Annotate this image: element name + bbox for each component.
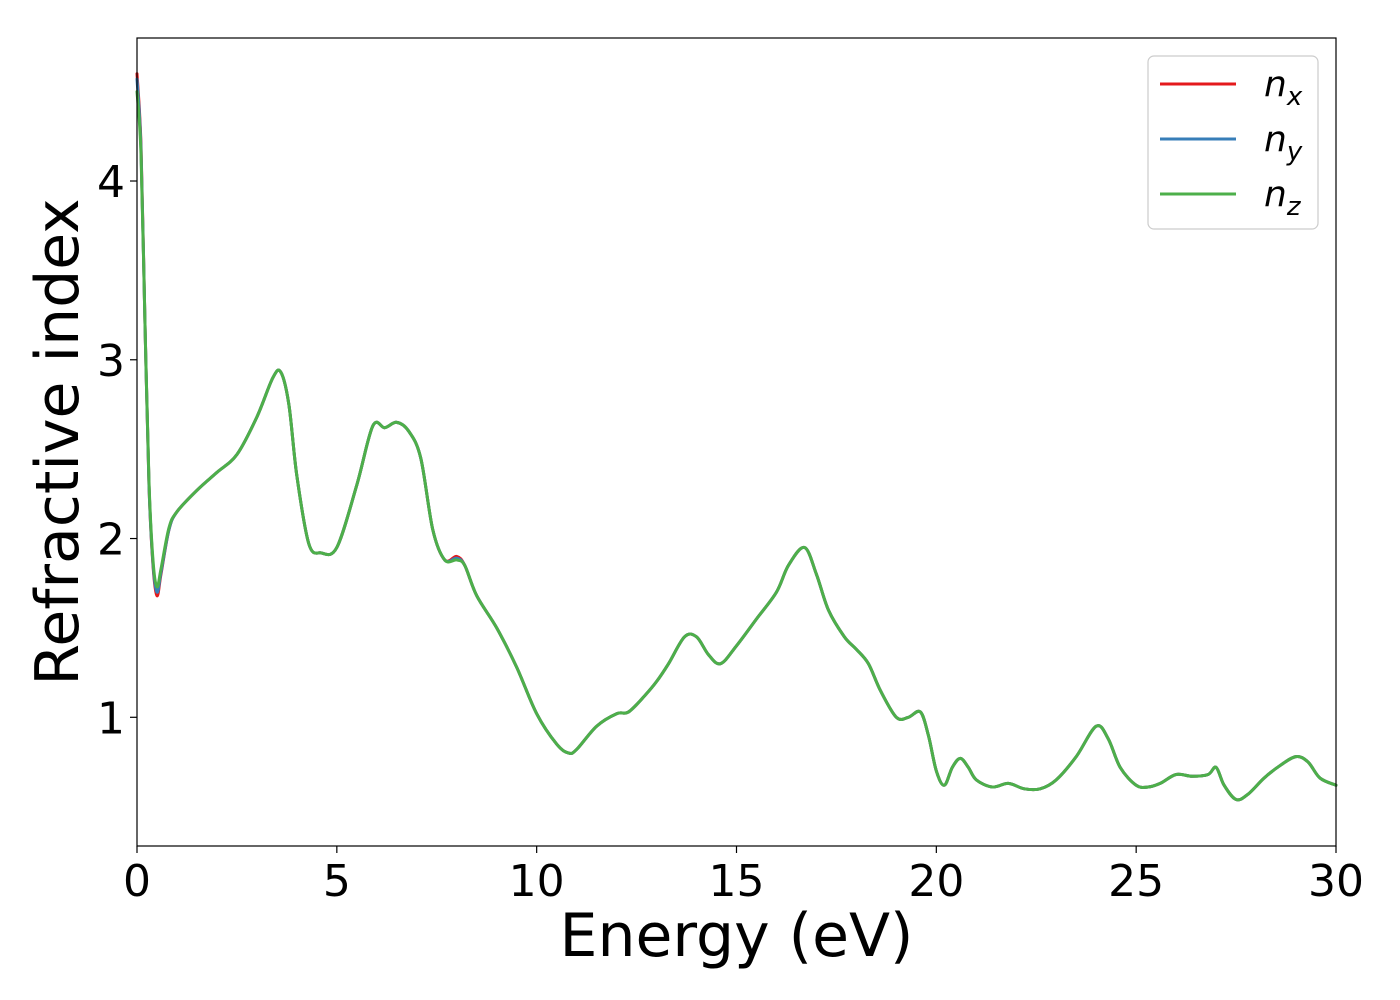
x-tick-label: 30	[1308, 856, 1364, 907]
x-tick-label: 10	[509, 856, 565, 907]
y-tick-label: 2	[97, 515, 125, 566]
y-tick-label: 1	[97, 693, 125, 744]
legend-label-subscript: x	[1286, 82, 1303, 112]
series-layer	[135, 72, 1338, 802]
series-line-z	[135, 90, 1338, 802]
legend-label-y: ny	[1264, 119, 1303, 167]
x-tick-label: 0	[123, 856, 151, 907]
x-tick-label: 5	[323, 856, 351, 907]
legend-label-base: n	[1264, 174, 1287, 215]
legend-label-x: nx	[1264, 64, 1303, 112]
legend-label-base: n	[1264, 119, 1287, 160]
y-tick-label: 4	[97, 157, 125, 208]
legend-label-z: nz	[1264, 174, 1302, 222]
legend-label-subscript: z	[1286, 192, 1302, 222]
y-axis-title: Refractive index	[23, 198, 93, 685]
legend-label-subscript: y	[1286, 137, 1303, 167]
x-tick-label: 20	[908, 856, 964, 907]
x-axis-title: Energy (eV)	[560, 901, 914, 971]
x-axis-ticks: 0 5 10 15 20 25 30	[123, 846, 1364, 907]
legend-box	[1147, 55, 1319, 230]
x-tick-label: 25	[1108, 856, 1164, 907]
legend-label-base: n	[1264, 64, 1287, 105]
y-tick-label: 3	[97, 336, 125, 387]
x-tick-label: 15	[709, 856, 765, 907]
y-axis-ticks: 1 2 3 4	[97, 157, 137, 744]
